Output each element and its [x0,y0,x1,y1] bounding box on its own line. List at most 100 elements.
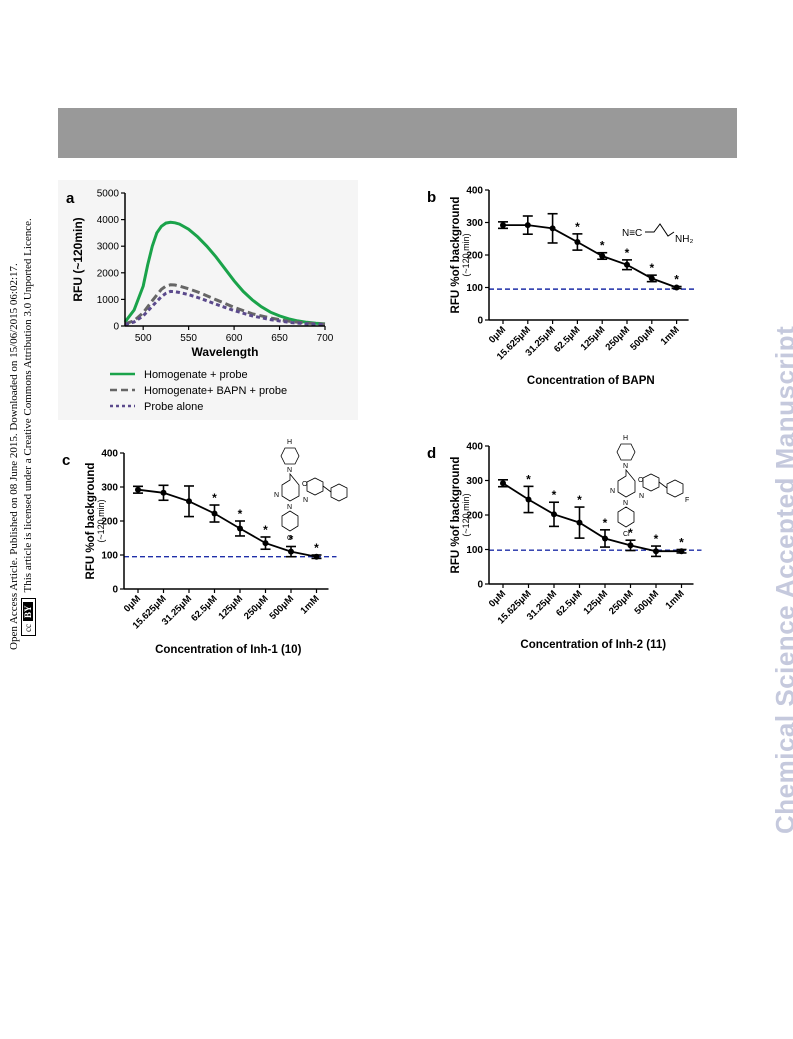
y-tick-label: 400 [466,186,483,197]
data-point [574,239,581,245]
pyridazinone-ring [617,468,636,498]
significance-star: * [552,488,557,502]
panel-c: c01002003004000μM15.625μM31.25μM*62.5μM*… [62,439,348,656]
y-tick-label: 1000 [97,295,120,306]
data-point [549,225,556,232]
y-tick-label: 0 [477,316,483,327]
y-tick-label: 200 [466,251,483,262]
structure-label: N [287,467,292,474]
x-axis-title: Wavelength [192,345,259,359]
y-axis-subtitle: (~120 min) [461,233,471,276]
data-point [627,542,634,549]
phenyl-ring [306,477,324,496]
y-tick-label: 4000 [97,215,120,226]
data-point [500,480,506,487]
x-tick-label: 700 [317,333,334,344]
dose-response-line [502,482,682,553]
x-tick-label: 125μM [216,593,245,622]
panel-letter: b [427,189,436,206]
panel-a-background [58,180,358,420]
spectrum-line-3 [124,289,326,327]
biaryl-bond [658,481,668,489]
structure-label: N [623,500,628,507]
y-tick-label: 400 [466,442,483,453]
x-tick-label: 500μM [632,588,661,617]
structure-label: H [623,435,628,442]
x-tick-label: 1mM [659,324,682,347]
significance-star: * [600,239,605,253]
significance-star: * [679,536,684,550]
y-axis-title: RFU %of background [85,463,97,580]
data-point [678,548,685,555]
structure-label: N [287,504,292,511]
x-axis-title: Concentration of Inh-2 (11) [520,639,666,651]
y-axis-title: RFU (~120min) [71,217,85,301]
structure-label: Cl [623,531,630,538]
significance-star: * [649,261,654,275]
spectrum-line-1 [123,220,326,326]
x-tick-label: 0μM [122,593,143,614]
pyridazinone-ring [281,472,300,502]
y-axis-subtitle: (~120 min) [96,499,106,542]
data-point [211,510,218,517]
data-point [602,535,608,542]
y-axis-title: RFU %of background [450,457,462,574]
x-tick-label: 250μM [607,588,636,617]
y-tick-label: 0 [112,585,118,596]
y-tick-label: 200 [466,511,483,522]
structure-label: N [623,463,628,470]
legend-label-1: Homogenate + probe [144,369,248,381]
x-tick-label: 250μM [603,324,632,353]
x-tick-label: 1mM [664,588,687,611]
x-tick-label: 125μM [581,588,610,617]
phenyl-ring [642,473,660,492]
data-point [525,496,532,503]
significance-star: * [238,507,243,521]
x-tick-label: 62.5μM [554,588,585,619]
y-tick-label: 0 [477,580,483,591]
chlorophenyl-ring [281,510,299,532]
structure-label: N [274,492,279,499]
significance-star: * [526,472,531,486]
data-point [135,486,141,493]
structure-label: O [287,535,293,542]
significance-star: * [289,533,294,547]
y-tick-label: 100 [466,283,483,294]
x-tick-label: 650 [271,333,288,344]
x-tick-label: 250μM [242,593,271,622]
structure-label: F [685,497,689,504]
dose-response-line [503,224,677,289]
y-tick-label: 300 [101,483,118,494]
x-tick-label: 550 [180,333,197,344]
structure-label: H [287,439,292,446]
x-tick-label: 62.5μM [552,324,583,355]
structure-label: N [303,497,308,504]
phenyl-ring-2 [330,483,348,502]
x-tick-label: 1mM [299,593,322,616]
structure-label: N [639,493,644,500]
panel-letter: d [427,445,436,462]
data-point [599,252,606,259]
spectrum-line-2 [124,283,326,326]
significance-star: * [263,523,268,537]
dose-response-line [137,488,317,558]
header-bar [58,108,737,158]
structure-label: O [638,477,644,484]
significance-star: * [603,516,608,530]
data-point [186,498,192,505]
significance-star: * [314,541,319,555]
y-axis-title: RFU %of background [450,197,462,314]
y-tick-label: 100 [466,545,483,556]
data-point [524,222,531,229]
structure-label: N≡C [622,228,642,239]
structure-bond [645,223,675,237]
chlorophenyl-ring [617,506,635,528]
x-tick-label: 125μM [579,324,608,353]
significance-star: * [674,273,679,287]
y-tick-label: 300 [466,476,483,487]
biaryl-bond [322,485,332,493]
data-point [313,553,320,560]
panel-b: b01002003004000μM15.625μM31.25μM*62.5μM*… [427,186,697,387]
y-tick-label: 3000 [97,242,120,253]
